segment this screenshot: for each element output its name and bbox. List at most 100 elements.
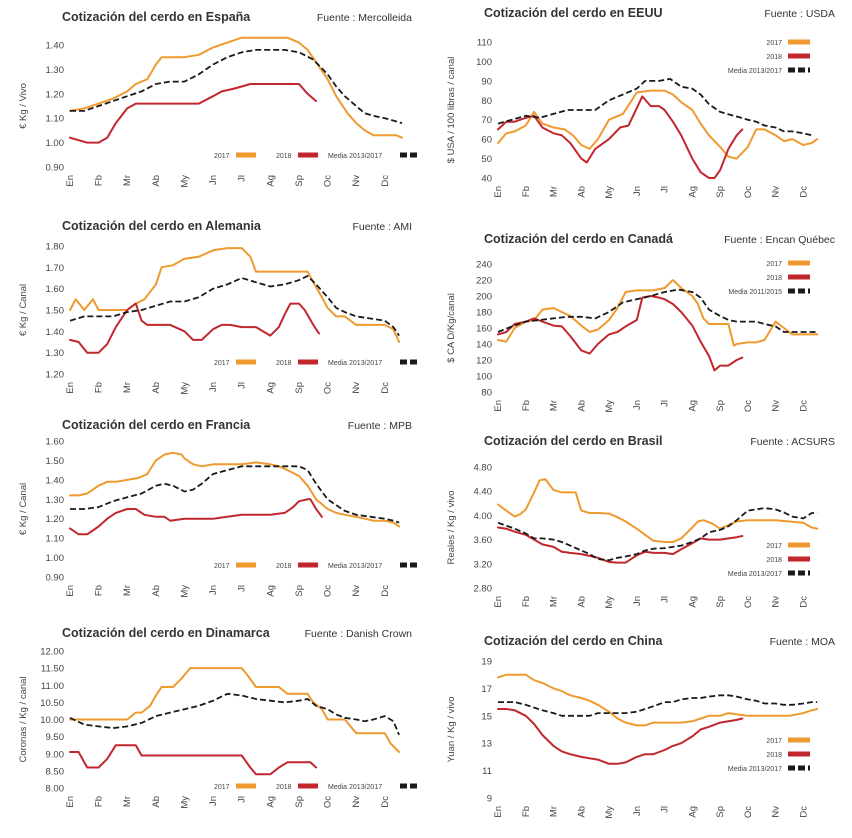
y-tick-label: 70 bbox=[481, 115, 492, 126]
y-axis-label: € Kg / Vivo bbox=[18, 83, 29, 129]
x-tick-label: Sp bbox=[715, 596, 726, 608]
x-tick-label: Ag bbox=[687, 596, 698, 608]
y-tick-label: 17 bbox=[481, 684, 492, 695]
x-tick-label: Jn bbox=[632, 596, 643, 606]
y-tick-label: 180 bbox=[476, 308, 492, 319]
legend-label: 2017 bbox=[766, 543, 782, 550]
y-tick-label: 3.20 bbox=[474, 559, 493, 570]
series-line bbox=[69, 667, 401, 753]
legend-label: Media 2013/2017 bbox=[728, 766, 782, 773]
y-axis-label: € Kg / Canal bbox=[18, 483, 29, 535]
y-tick-label: 1.40 bbox=[46, 41, 65, 52]
chart-title: Cotización del cerdo en España bbox=[62, 10, 251, 24]
x-tick-label: Dc bbox=[798, 806, 809, 818]
legend-label: Media 2013/2017 bbox=[328, 563, 382, 570]
chart-source: Fuente : Mercolleida bbox=[317, 12, 412, 24]
legend-label: 2017 bbox=[214, 784, 230, 791]
x-tick-label: Sp bbox=[715, 186, 726, 198]
legend-label: 2018 bbox=[276, 360, 292, 367]
y-tick-label: 160 bbox=[476, 324, 492, 335]
y-tick-label: 1.20 bbox=[46, 514, 65, 525]
x-tick-label: Ab bbox=[151, 382, 162, 394]
series-line bbox=[497, 78, 812, 137]
legend-label: 2017 bbox=[214, 360, 230, 367]
y-tick-label: 1.00 bbox=[46, 553, 65, 564]
x-tick-label: Mr bbox=[549, 596, 560, 607]
x-tick-label: Ab bbox=[151, 796, 162, 808]
y-tick-label: 9.00 bbox=[46, 749, 65, 760]
x-tick-label: Sp bbox=[294, 585, 305, 597]
y-tick-label: 1.60 bbox=[46, 284, 65, 295]
y-tick-label: 9 bbox=[487, 794, 492, 805]
y-tick-label: 11.50 bbox=[41, 664, 64, 675]
legend-label: 2017 bbox=[214, 153, 230, 160]
y-tick-label: 240 bbox=[476, 260, 492, 271]
x-tick-label: Ag bbox=[687, 400, 698, 412]
x-tick-label: Jn bbox=[208, 585, 219, 595]
chart-panel: Cotización del cerdo en Dinamarca Fuente … bbox=[18, 626, 420, 809]
legend-label: 2018 bbox=[766, 275, 782, 282]
x-tick-label: Oc bbox=[743, 596, 754, 608]
series-line bbox=[69, 451, 401, 528]
y-tick-label: 120 bbox=[476, 356, 492, 367]
x-tick-label: Ab bbox=[576, 186, 587, 198]
x-tick-label: Ag bbox=[265, 175, 276, 187]
x-tick-label: Oc bbox=[323, 796, 334, 808]
x-tick-label: My bbox=[604, 400, 615, 413]
y-tick-label: 8.50 bbox=[46, 766, 65, 777]
series-line bbox=[497, 478, 819, 543]
y-tick-label: 1.10 bbox=[46, 534, 65, 545]
x-tick-label: Jn bbox=[208, 382, 219, 392]
y-tick-label: 1.30 bbox=[46, 495, 65, 506]
y-tick-label: 3.60 bbox=[474, 535, 493, 546]
x-tick-label: Jn bbox=[208, 175, 219, 185]
chart-panel: Cotización del cerdo en Canadá Fuente : E… bbox=[446, 232, 835, 413]
series-line bbox=[497, 95, 744, 179]
y-tick-label: 220 bbox=[476, 276, 492, 287]
series-line bbox=[498, 694, 818, 717]
y-tick-label: 1.50 bbox=[46, 456, 65, 467]
x-tick-label: Ab bbox=[576, 806, 587, 818]
y-tick-label: 10.50 bbox=[40, 698, 64, 709]
x-tick-label: My bbox=[179, 175, 190, 188]
x-tick-label: Fb bbox=[521, 596, 532, 607]
x-tick-label: Fb bbox=[94, 585, 105, 596]
y-tick-label: 1.30 bbox=[46, 65, 65, 76]
x-tick-label: Nv bbox=[351, 585, 362, 597]
x-tick-label: Fb bbox=[521, 806, 532, 817]
chart-title: Cotización del cerdo en EEUU bbox=[484, 6, 663, 20]
x-tick-label: Sp bbox=[715, 400, 726, 412]
x-tick-label: Ab bbox=[576, 400, 587, 412]
x-tick-label: Nv bbox=[351, 175, 362, 187]
x-tick-label: Dc bbox=[380, 382, 391, 394]
series-line bbox=[70, 49, 403, 124]
x-tick-label: Ag bbox=[265, 585, 276, 597]
series-line bbox=[69, 83, 318, 144]
x-tick-label: Fb bbox=[521, 186, 532, 197]
legend-label: 2018 bbox=[276, 153, 292, 160]
chart-source: Fuente : MOA bbox=[770, 636, 835, 648]
x-tick-label: Fb bbox=[94, 175, 105, 186]
legend-label: 2018 bbox=[766, 752, 782, 759]
x-tick-label: Dc bbox=[798, 400, 809, 412]
series-line bbox=[497, 673, 819, 727]
series-line bbox=[69, 36, 403, 139]
legend-label: 2018 bbox=[766, 54, 782, 61]
x-tick-label: My bbox=[604, 806, 615, 819]
y-tick-label: 1.60 bbox=[46, 437, 65, 448]
x-tick-label: Sp bbox=[294, 382, 305, 394]
series-line bbox=[497, 526, 744, 564]
series-line bbox=[69, 247, 401, 343]
x-tick-label: Jn bbox=[208, 796, 219, 806]
y-tick-label: 200 bbox=[476, 292, 492, 303]
chart-panel: Cotización del cerdo en Brasil Fuente : A… bbox=[446, 434, 835, 609]
x-tick-label: Ag bbox=[265, 382, 276, 394]
y-axis-label: $ USA / 100 libras / canal bbox=[446, 57, 457, 164]
chart-panel: Cotización del cerdo en China Fuente : MO… bbox=[446, 634, 835, 819]
series-line bbox=[497, 279, 819, 347]
legend-label: 2018 bbox=[766, 557, 782, 564]
y-tick-label: 110 bbox=[477, 38, 492, 49]
x-tick-label: Oc bbox=[323, 175, 334, 187]
x-tick-label: My bbox=[179, 585, 190, 598]
x-tick-label: Jl bbox=[237, 382, 248, 389]
